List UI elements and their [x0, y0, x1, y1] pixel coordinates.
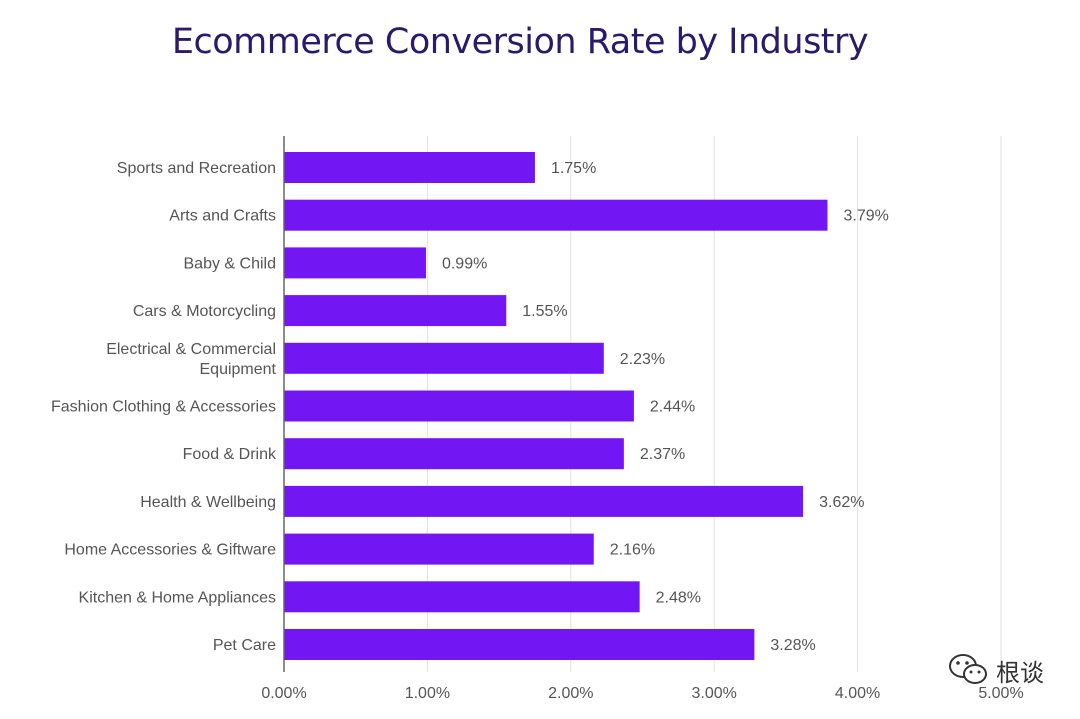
category-label-6: Food & Drink [183, 446, 277, 463]
wechat-icon [949, 654, 987, 684]
bar-1 [284, 199, 828, 231]
category-label-9: Kitchen & Home Appliances [79, 589, 276, 606]
x-tick-label-4: 4.00% [835, 685, 880, 702]
category-label-2: Baby & Child [184, 255, 277, 272]
value-label-8: 2.16% [610, 542, 655, 559]
value-label-3: 1.55% [522, 303, 567, 320]
bar-0 [284, 152, 535, 183]
value-label-4: 2.23% [620, 351, 665, 368]
category-label-4: Electrical & Commercial Equipment [106, 341, 276, 378]
value-label-10: 3.28% [770, 637, 815, 654]
chart-title: Ecommerce Conversion Rate by Industry [171, 22, 869, 62]
category-label-7: Health & Wellbeing [140, 494, 276, 511]
x-tick-label-3: 3.00% [692, 685, 737, 702]
category-label-1: Arts and Crafts [169, 208, 276, 225]
watermark: 根谈 [948, 650, 1044, 690]
value-label-1: 3.79% [843, 208, 888, 225]
category-label-0: Sports and Recreation [117, 160, 276, 177]
bar-5 [284, 390, 634, 422]
bar-3 [284, 295, 507, 327]
bar-2 [284, 247, 426, 279]
x-tick-label-0: 0.00% [261, 685, 306, 702]
x-tick-label-5: 5.00% [978, 685, 1023, 702]
bar-4 [284, 342, 604, 374]
bar-8 [284, 533, 594, 565]
category-label-5: Fashion Clothing & Accessories [51, 399, 276, 416]
bar-10 [284, 629, 755, 660]
category-label-10: Pet Care [213, 637, 276, 654]
watermark-text: 根谈 [996, 658, 1044, 687]
value-label-9: 2.48% [656, 589, 701, 606]
category-label-8: Home Accessories & Giftware [64, 542, 276, 559]
category-label-3: Cars & Motorcycling [133, 303, 276, 320]
bar-6 [284, 438, 624, 470]
x-tick-label-2: 2.00% [548, 685, 593, 702]
value-label-7: 3.62% [819, 494, 864, 511]
value-label-5: 2.44% [650, 399, 695, 416]
value-label-0: 1.75% [551, 160, 596, 177]
x-tick-label-1: 1.00% [405, 685, 450, 702]
bar-7 [284, 485, 804, 517]
value-label-2: 0.99% [442, 255, 487, 272]
bar-9 [284, 581, 640, 613]
value-label-6: 2.37% [640, 446, 685, 463]
